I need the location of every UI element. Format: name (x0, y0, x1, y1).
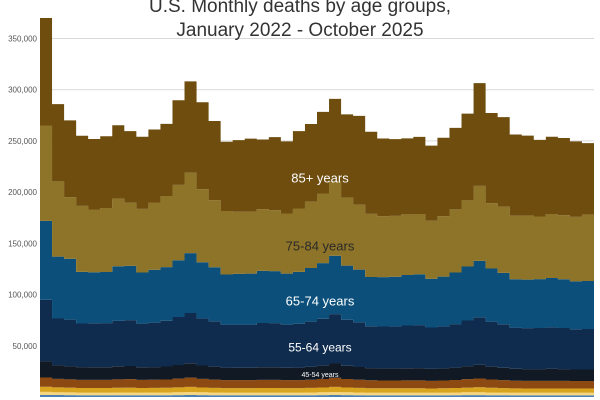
series-area-1 (40, 391, 594, 396)
band-label-7: 75-84 years (286, 239, 355, 254)
band-label-4: 45-54 years (302, 372, 339, 379)
band-label-8: 85+ years (291, 171, 349, 186)
band-labels: 45-54 years 55-64 years 65-74 years 75-84 y… (286, 171, 355, 379)
y-tick-label: 300,000 (8, 86, 37, 95)
series-area-6 (40, 220, 594, 330)
series-area-8 (40, 18, 594, 221)
series-area-7 (40, 125, 594, 282)
y-tick-label: 100,000 (8, 291, 37, 300)
series-area-0 (40, 394, 594, 397)
chart-title-line-1: U.S. Monthly deaths by age groups, (149, 0, 451, 17)
series-area-3 (40, 377, 594, 389)
series-area-4 (40, 361, 594, 382)
series-area-5 (40, 299, 594, 370)
y-axis-ticks: 50,000 100,000 150,000 200,000 250,000 300,00… (8, 34, 37, 350)
band-label-6: 65-74 years (286, 294, 355, 309)
y-tick-label: 350,000 (8, 34, 37, 43)
series-area-2 (40, 386, 594, 393)
band-label-5: 55-64 years (288, 341, 351, 355)
y-tick-label: 50,000 (13, 342, 38, 351)
chart-title-line-2: January 2022 - October 2025 (176, 20, 423, 41)
y-tick-label: 200,000 (8, 188, 37, 197)
series-areas (40, 18, 594, 397)
y-tick-label: 250,000 (8, 137, 37, 146)
y-tick-label: 150,000 (8, 239, 37, 248)
